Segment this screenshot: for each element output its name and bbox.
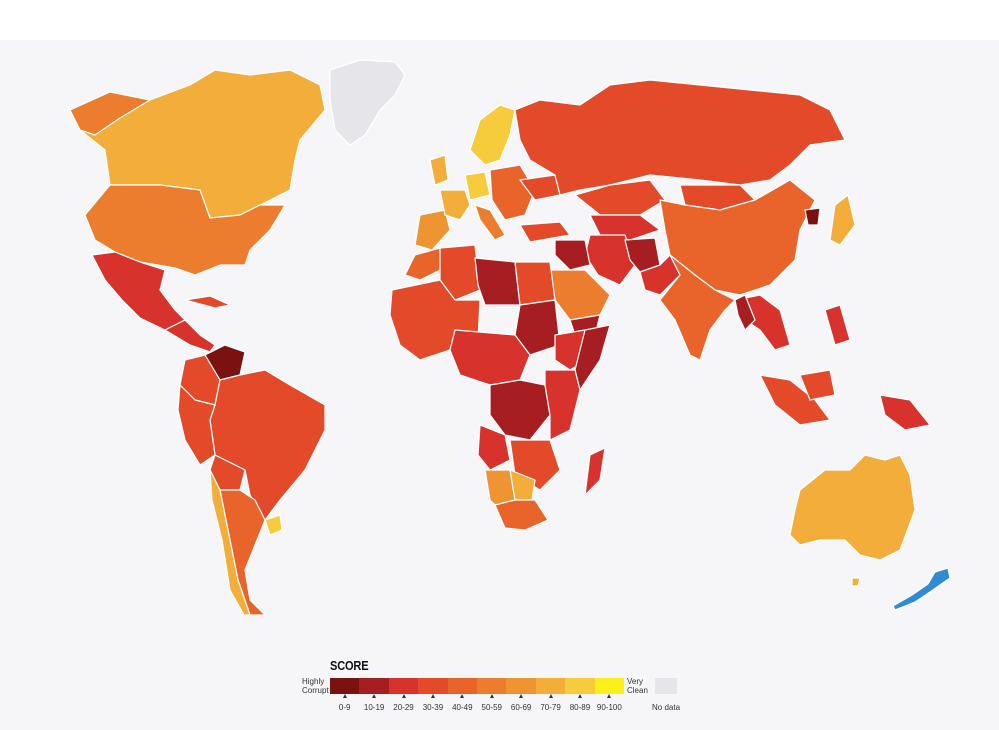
country-eastern-europe[interactable] [489,164,536,221]
legend-swatch [418,678,448,694]
country-australia[interactable] [789,454,916,561]
country-libya[interactable] [474,257,521,306]
country-philippines[interactable] [824,304,851,346]
country-new-zealand[interactable] [892,567,951,611]
country-morocco[interactable] [404,247,451,281]
legend-tick [359,694,388,700]
country-sudan[interactable] [514,299,561,356]
legend-swatch [506,678,536,694]
country-myanmar[interactable] [734,294,756,331]
legend-range-label: 80-89 [569,703,591,712]
legend-tick [448,694,477,700]
country-usa-alaska[interactable] [69,91,151,136]
legend-tick [565,694,594,700]
country-uk[interactable] [429,154,449,186]
legend-title: SCORE [330,658,369,673]
legend-high-label-line2: Clean [627,686,648,695]
legend-swatch [565,678,595,694]
legend-swatch [447,678,478,694]
legend-swatch [359,678,389,694]
legend-swatch [477,678,507,694]
country-algeria[interactable] [439,244,481,301]
country-france[interactable] [439,189,471,221]
country-chile[interactable] [209,469,251,616]
country-papua-new-guinea[interactable] [879,394,931,431]
country-central-america[interactable] [164,319,216,353]
country-central-asia[interactable] [589,214,661,241]
country-east-africa[interactable] [544,369,581,441]
legend-range-label: 70-79 [540,703,561,712]
legend-range-label: 30-39 [422,703,444,712]
country-uruguay[interactable] [264,514,283,536]
country-iberia[interactable] [414,209,451,251]
country-north-korea[interactable] [804,207,821,226]
legend-range-label: 50-59 [481,703,502,712]
legend-range-labels: 0-9 10-19 20-29 30-39 40-49 50-59 60-69 70-79 80… [330,703,624,712]
country-russia[interactable] [514,79,846,196]
country-egypt[interactable] [514,261,556,306]
country-usa[interactable] [84,184,286,276]
country-drc[interactable] [489,379,551,441]
legend-high-label-line1: Very [627,677,644,686]
country-central-africa[interactable] [449,329,531,386]
legend-high-label: Very Clean [627,677,648,695]
legend-ticks [330,694,624,700]
legend-tick [330,694,359,700]
legend-tick [595,694,624,700]
legend-color-scale [330,678,625,694]
legend-swatch [330,678,360,694]
country-turkey[interactable] [519,221,571,243]
country-scandinavia[interactable] [469,104,516,166]
legend-swatch [388,678,419,694]
legend-tick [389,694,418,700]
country-japan[interactable] [829,194,856,246]
legend-low-label-line1: Highly [302,677,325,686]
legend-swatch [594,678,625,694]
legend-no-data-label: No data [652,703,681,712]
legend-range-label: 10-19 [363,703,385,712]
country-tasmania[interactable] [851,577,861,587]
legend-tick [477,694,506,700]
country-cuba[interactable] [184,295,231,309]
legend-range-label: 90-100 [596,703,622,712]
country-madagascar[interactable] [584,447,606,496]
legend-swatch [535,678,566,694]
country-angola[interactable] [477,424,511,471]
country-somalia[interactable] [574,324,611,391]
legend-no-data-swatch [655,678,677,694]
country-borneo[interactable] [799,369,836,401]
country-iraq-syria[interactable] [554,239,591,271]
legend-range-label: 60-69 [510,703,532,712]
legend-range-label: 40-49 [452,703,473,712]
legend-tick [418,694,447,700]
country-south-africa[interactable] [494,499,549,531]
legend-tick [506,694,535,700]
map-legend: SCORE Highly Corrupt Very Clean 0-9 10-19… [300,658,700,718]
country-india[interactable] [659,254,736,361]
legend-low-label: Highly Corrupt [302,677,329,695]
country-italy[interactable] [474,204,506,241]
legend-range-label: 20-29 [393,703,414,712]
legend-tick [536,694,565,700]
country-greenland[interactable] [329,59,406,146]
country-indonesia[interactable] [759,374,831,426]
country-mexico[interactable] [91,251,186,331]
legend-low-label-line2: Corrupt [302,686,329,695]
legend-range-label: 0-9 [338,703,351,712]
country-germany[interactable] [464,171,491,201]
